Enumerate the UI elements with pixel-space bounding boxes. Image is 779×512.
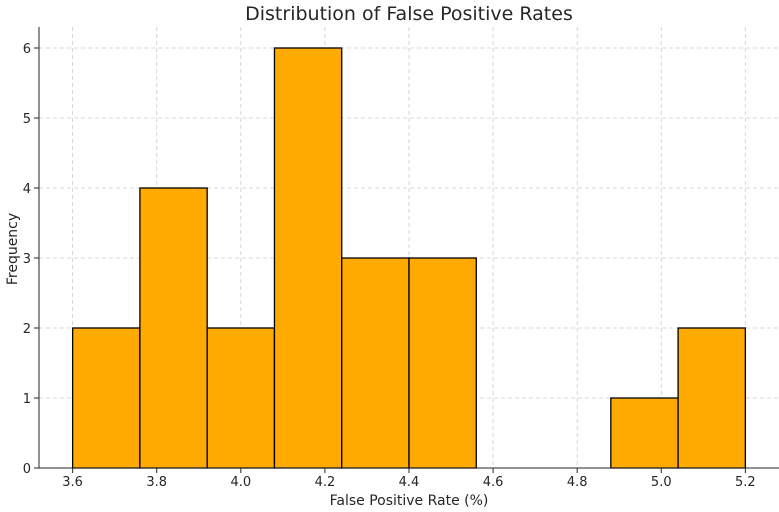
- histogram-bar: [139, 187, 208, 469]
- y-tick-label: 4: [23, 182, 31, 197]
- x-tick-label: 4.0: [230, 475, 251, 490]
- x-tick-label: 5.0: [651, 475, 672, 490]
- y-axis-label: Frequency: [5, 213, 21, 285]
- y-tick-label: 5: [23, 112, 31, 127]
- x-tick-label: 3.8: [146, 475, 167, 490]
- histogram-bar: [341, 257, 410, 469]
- x-axis-ticks: 3.6 3.8 4.0 4.2 4.4 4.6 4.8 5.0 5.2: [62, 468, 756, 490]
- x-tick-label: 4.8: [567, 475, 588, 490]
- y-tick-label: 2: [23, 322, 31, 337]
- x-tick-label: 5.2: [735, 475, 756, 490]
- y-tick-label: 1: [23, 392, 31, 407]
- chart-title: Distribution of False Positive Rates: [245, 3, 573, 25]
- y-tick-label: 0: [23, 462, 31, 477]
- x-tick-label: 4.4: [399, 475, 420, 490]
- histogram-bar: [206, 327, 276, 469]
- y-tick-label: 6: [23, 42, 31, 57]
- histogram-bar: [71, 327, 141, 469]
- histogram-bar: [408, 257, 477, 469]
- x-tick-label: 4.6: [483, 475, 504, 490]
- x-tick-label: 3.6: [62, 475, 83, 490]
- y-axis-ticks: 0 1 2 3 4 5 6: [23, 42, 39, 477]
- histogram-bar: [677, 327, 747, 469]
- x-axis-label: False Positive Rate (%): [330, 493, 489, 509]
- histogram-bar: [610, 397, 679, 469]
- y-tick-label: 3: [23, 252, 31, 267]
- histogram-bars: [71, 47, 747, 469]
- x-tick-label: 4.2: [315, 475, 336, 490]
- histogram-bar: [273, 47, 343, 469]
